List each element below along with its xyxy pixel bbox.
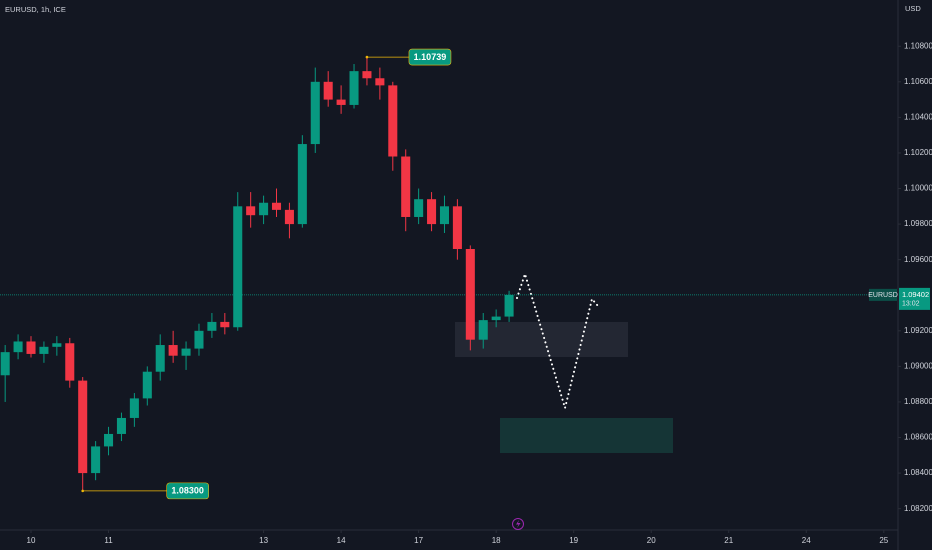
annotation-dot [81,489,84,493]
last-price-box [899,287,930,310]
candle-body [323,81,333,100]
candle-body [246,206,256,216]
candle-body [104,433,114,447]
candle-body [310,81,320,145]
y-tick-label: 1.08200 [904,504,932,513]
x-tick-label: 20 [647,536,656,545]
candle-body [233,206,243,328]
x-tick-label: 10 [27,536,36,545]
candle-body [52,343,62,347]
candle-body [271,202,282,210]
candle-body [375,78,385,86]
symbol-tag-box [869,288,897,301]
y-tick-label: 1.08600 [904,433,932,442]
candle-body [401,156,411,217]
y-tick-label: 1.09200 [904,326,932,335]
lightning-icon [512,518,524,530]
y-tick-label: 1.10200 [904,148,932,157]
y-tick-label: 1.08800 [904,397,932,406]
last-price-label: 1.09402 [902,290,929,299]
candle-body [207,321,217,331]
y-tick-label: 1.09000 [904,361,932,370]
candle-body [194,330,204,349]
annotation-label: 1.08300 [171,486,204,496]
candle-body [388,85,398,157]
candle-body [26,341,36,354]
symbol-tag: EURUSD [868,292,898,299]
candle-body [116,417,126,434]
annotation-box [408,48,452,66]
y-tick-label: 1.08400 [904,468,932,477]
currency: USD [905,4,921,13]
y-tick-label: 1.09800 [904,219,932,228]
candle-body [504,294,514,317]
candle-body [78,380,88,474]
x-tick-label: 11 [104,536,113,545]
candle-body [142,371,152,399]
x-tick-label: 13 [259,536,268,545]
candle-body [129,398,139,418]
candle-body [439,206,449,225]
x-tick-label: 18 [492,536,501,545]
candle-body [362,71,372,79]
candle-body [0,352,10,376]
candle-body [259,202,269,216]
candle-body [155,345,165,372]
x-tick-label: 24 [802,536,811,545]
candle-body [452,206,462,249]
chart-title: EURUSD, 1h, ICE [5,5,66,14]
x-tick-label: 25 [879,536,888,545]
x-tick-label: 14 [337,536,346,545]
candle-body [65,343,75,381]
countdown: 13:02 [902,301,920,308]
candle-body [13,341,23,353]
projection-path [516,270,599,412]
x-tick-label: 17 [414,536,423,545]
green-zone [500,418,673,453]
candle-body [284,209,294,225]
candle-body [91,446,101,474]
candle-body [297,144,307,225]
y-tick-label: 1.10600 [904,77,932,86]
x-tick-label: 19 [569,536,578,545]
candle-body [39,346,49,354]
annotation-box [166,482,209,500]
candle-body [168,345,178,356]
y-tick-label: 1.10000 [904,184,932,193]
candle-body [336,99,346,105]
candle-body [220,321,230,328]
candle-body [349,71,359,105]
annotation-label: 1.10739 [414,52,447,62]
y-tick-label: 1.10400 [904,112,932,121]
candle-body [414,199,424,217]
candle-body [478,320,488,340]
x-tick-label: 21 [724,536,733,545]
candle-body [427,199,437,225]
candle-body [491,316,501,321]
y-tick-label: 1.10800 [904,41,932,50]
candle-body [181,348,191,356]
y-tick-label: 1.09600 [904,255,932,264]
annotation-dot [365,55,369,59]
candle-body [465,248,475,340]
